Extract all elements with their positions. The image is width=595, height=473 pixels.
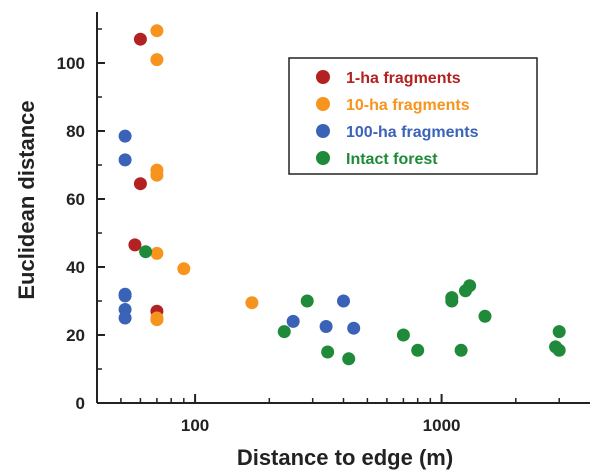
point-intact-forest — [342, 352, 356, 366]
point-intact-forest — [454, 343, 468, 357]
legend-marker — [316, 70, 330, 84]
point-intact-forest — [411, 343, 425, 357]
point-10-ha-fragments — [150, 53, 164, 67]
legend-label: Intact forest — [346, 151, 438, 168]
point-100-ha-fragments — [337, 294, 350, 308]
y-axis-title: Euclidean distance — [14, 100, 39, 299]
y-tick-label: 80 — [66, 122, 85, 141]
data-points — [118, 24, 566, 366]
legend-label: 1-ha fragments — [346, 70, 461, 87]
legend-label: 10-ha fragments — [346, 97, 470, 114]
x-tick-label: 1000 — [423, 416, 461, 435]
point-100-ha-fragments — [347, 321, 361, 335]
point-intact-forest — [300, 294, 314, 308]
y-tick-label: 100 — [57, 54, 85, 73]
legend-marker — [316, 97, 330, 111]
legend: 1-ha fragments 10-ha fragments 100-ha frag… — [288, 57, 538, 175]
point-1-ha-fragments — [128, 238, 142, 252]
point-intact-forest — [396, 328, 410, 342]
point-100-ha-fragments — [118, 311, 132, 325]
point-intact-forest — [445, 294, 459, 308]
axes: 0 20 40 60 80 100 100 1000 — [57, 12, 590, 435]
point-1-ha-fragments — [133, 32, 147, 46]
legend-box — [288, 57, 538, 175]
point-intact-forest — [139, 245, 153, 259]
y-tick-label: 20 — [66, 326, 85, 345]
point-intact-forest — [552, 325, 566, 339]
point-intact-forest — [321, 345, 335, 359]
point-1-ha-fragments — [133, 177, 147, 191]
point-10-ha-fragments — [150, 313, 164, 327]
point-100-ha-fragments — [118, 153, 132, 167]
point-100-ha-fragments — [118, 289, 132, 303]
point-intact-forest — [277, 325, 291, 339]
x-axis-title: Distance to edge (m) — [237, 445, 453, 470]
point-10-ha-fragments — [177, 262, 191, 276]
point-10-ha-fragments — [150, 246, 164, 260]
point-intact-forest — [552, 343, 566, 357]
point-10-ha-fragments — [150, 24, 164, 38]
point-100-ha-fragments — [286, 314, 300, 328]
legend-marker — [316, 151, 330, 165]
point-intact-forest — [463, 279, 477, 293]
y-tick-label: 40 — [66, 258, 85, 277]
point-100-ha-fragments — [118, 129, 132, 143]
y-tick-label: 60 — [66, 190, 85, 209]
legend-marker — [316, 124, 330, 138]
point-10-ha-fragments — [245, 296, 259, 310]
x-tick-label: 100 — [181, 416, 209, 435]
point-100-ha-fragments — [319, 320, 333, 333]
y-tick-label: 0 — [76, 394, 85, 413]
point-intact-forest — [478, 309, 492, 323]
point-10-ha-fragments — [150, 168, 164, 182]
legend-label: 100-ha fragments — [346, 124, 479, 141]
